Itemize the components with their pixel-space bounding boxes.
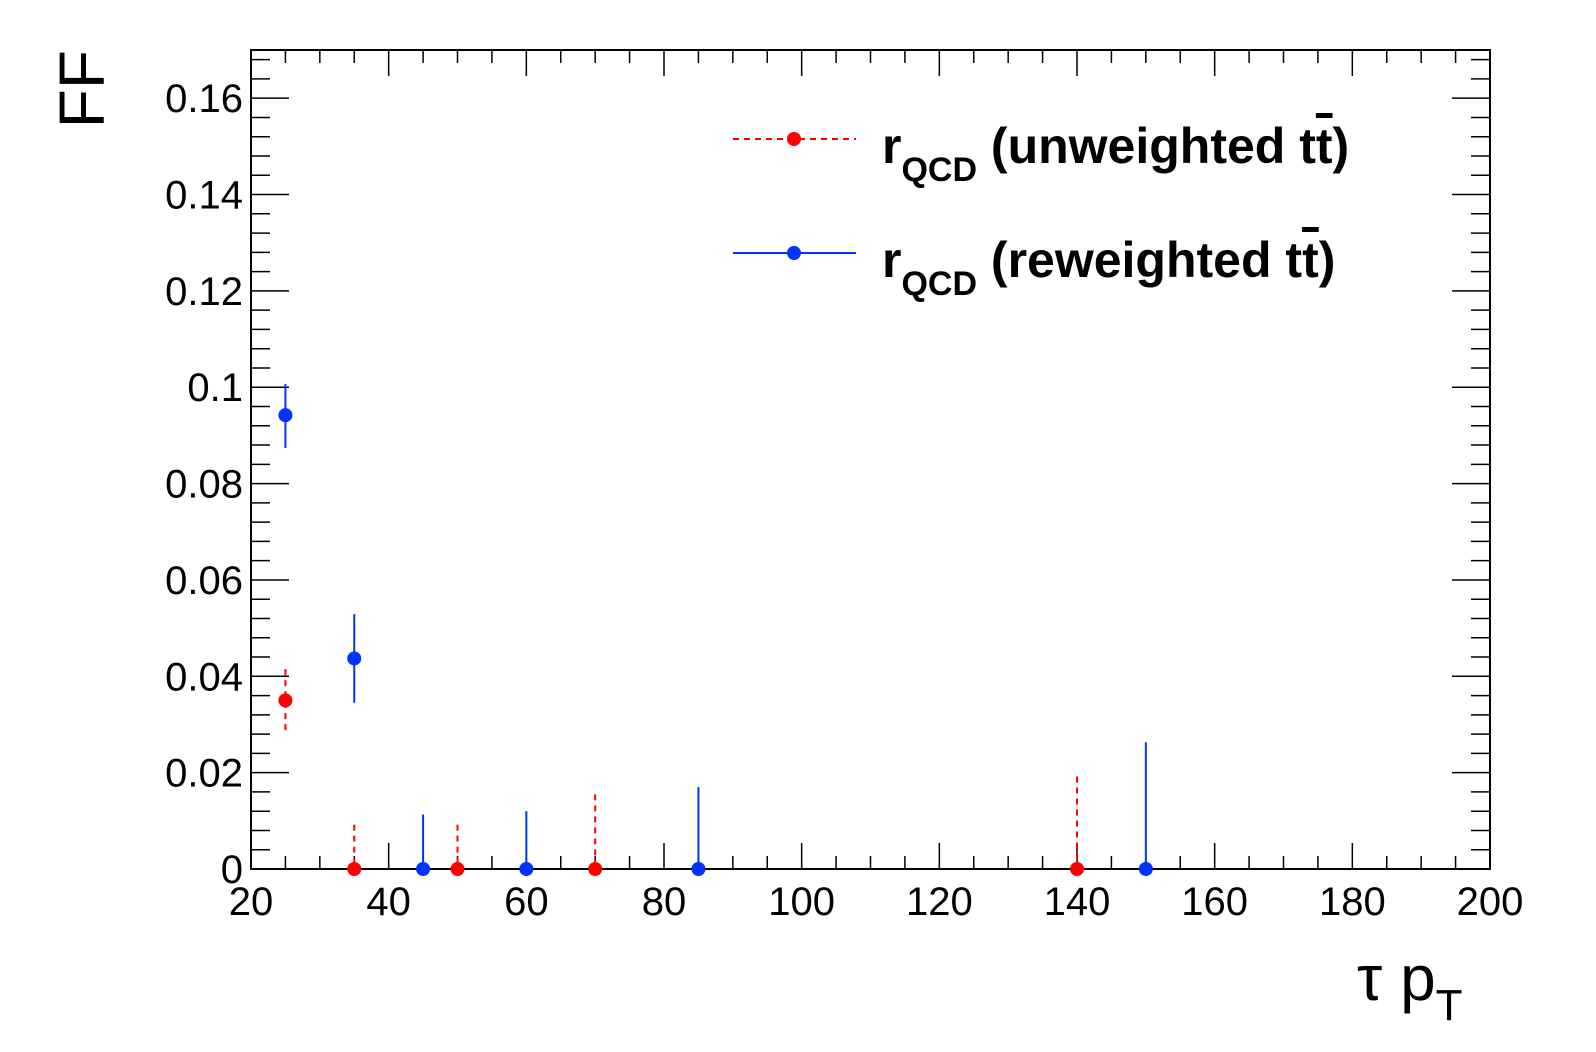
y-tick-labels: 0 0.02 0.04 0.06 0.08 0.1 0.12 0.14 0.16 — [165, 77, 243, 892]
legend-entry-reweighted: rQCD (reweighted tt) — [733, 232, 1335, 303]
data-point — [1138, 862, 1153, 876]
legend-entry-unweighted: rQCD (unweighted tt) — [733, 118, 1349, 189]
y-tick-label: 0.04 — [165, 655, 243, 699]
axis-ticks — [250, 50, 1491, 870]
series-0 — [278, 669, 1084, 876]
data-point — [691, 862, 706, 876]
legend-marker-unweighted — [787, 132, 801, 146]
data-point — [347, 862, 362, 876]
y-tick-label: 0.08 — [165, 463, 243, 507]
data-point — [519, 862, 534, 876]
y-tick-label: 0 — [221, 848, 243, 892]
data-series — [278, 383, 1153, 876]
legend-label-unweighted: rQCD (unweighted tt) — [882, 118, 1349, 189]
x-tick-label: 40 — [366, 880, 411, 924]
data-point — [278, 408, 293, 423]
x-tick-label: 60 — [504, 880, 549, 924]
legend: rQCD (unweighted tt) rQCD (reweighted tt… — [733, 118, 1349, 303]
data-point — [347, 651, 362, 666]
legend-label-unweighted-rest: (unweighted t — [977, 118, 1316, 174]
data-point — [1070, 862, 1084, 876]
y-tick-label: 0.12 — [165, 270, 243, 314]
legend-label-reweighted: rQCD (reweighted tt) — [882, 232, 1335, 303]
legend-label-unweighted-main: r — [882, 118, 901, 174]
data-point — [416, 862, 431, 876]
data-point — [588, 862, 603, 876]
x-axis-title-sub: T — [1436, 981, 1463, 1030]
legend-label-reweighted-sub: QCD — [901, 265, 977, 303]
x-axis-title: τ pT — [1357, 942, 1463, 1030]
data-point — [450, 862, 465, 876]
x-tick-label: 100 — [768, 880, 835, 924]
y-axis-title: FF — [46, 50, 118, 128]
legend-label-unweighted-close: ) — [1333, 118, 1350, 174]
x-tick-label: 80 — [642, 880, 687, 924]
legend-label-reweighted-close: ) — [1319, 232, 1336, 288]
y-tick-label: 0.06 — [165, 559, 243, 603]
y-tick-label: 0.1 — [187, 366, 243, 410]
x-tick-label: 200 — [1457, 880, 1524, 924]
legend-label-unweighted-sub: QCD — [901, 151, 977, 189]
x-tick-label: 20 — [229, 880, 274, 924]
y-tick-label: 0.14 — [165, 174, 243, 218]
legend-label-reweighted-bar: t — [1302, 232, 1319, 288]
x-tick-label: 160 — [1181, 880, 1248, 924]
legend-marker-reweighted — [787, 246, 801, 260]
data-point — [278, 693, 293, 708]
series-1 — [278, 383, 1153, 876]
x-tick-label: 120 — [906, 880, 973, 924]
x-tick-labels: 20 40 60 80 100 120 140 160 180 200 — [229, 880, 1524, 924]
x-tick-label: 140 — [1044, 880, 1111, 924]
y-tick-label: 0.02 — [165, 752, 243, 796]
legend-label-reweighted-main: r — [882, 232, 901, 288]
legend-label-reweighted-rest: (reweighted t — [977, 232, 1302, 288]
y-tick-label: 0.16 — [165, 77, 243, 121]
x-axis-title-main: τ p — [1357, 942, 1436, 1014]
x-tick-label: 180 — [1319, 880, 1386, 924]
legend-label-unweighted-bar: t — [1316, 118, 1333, 174]
